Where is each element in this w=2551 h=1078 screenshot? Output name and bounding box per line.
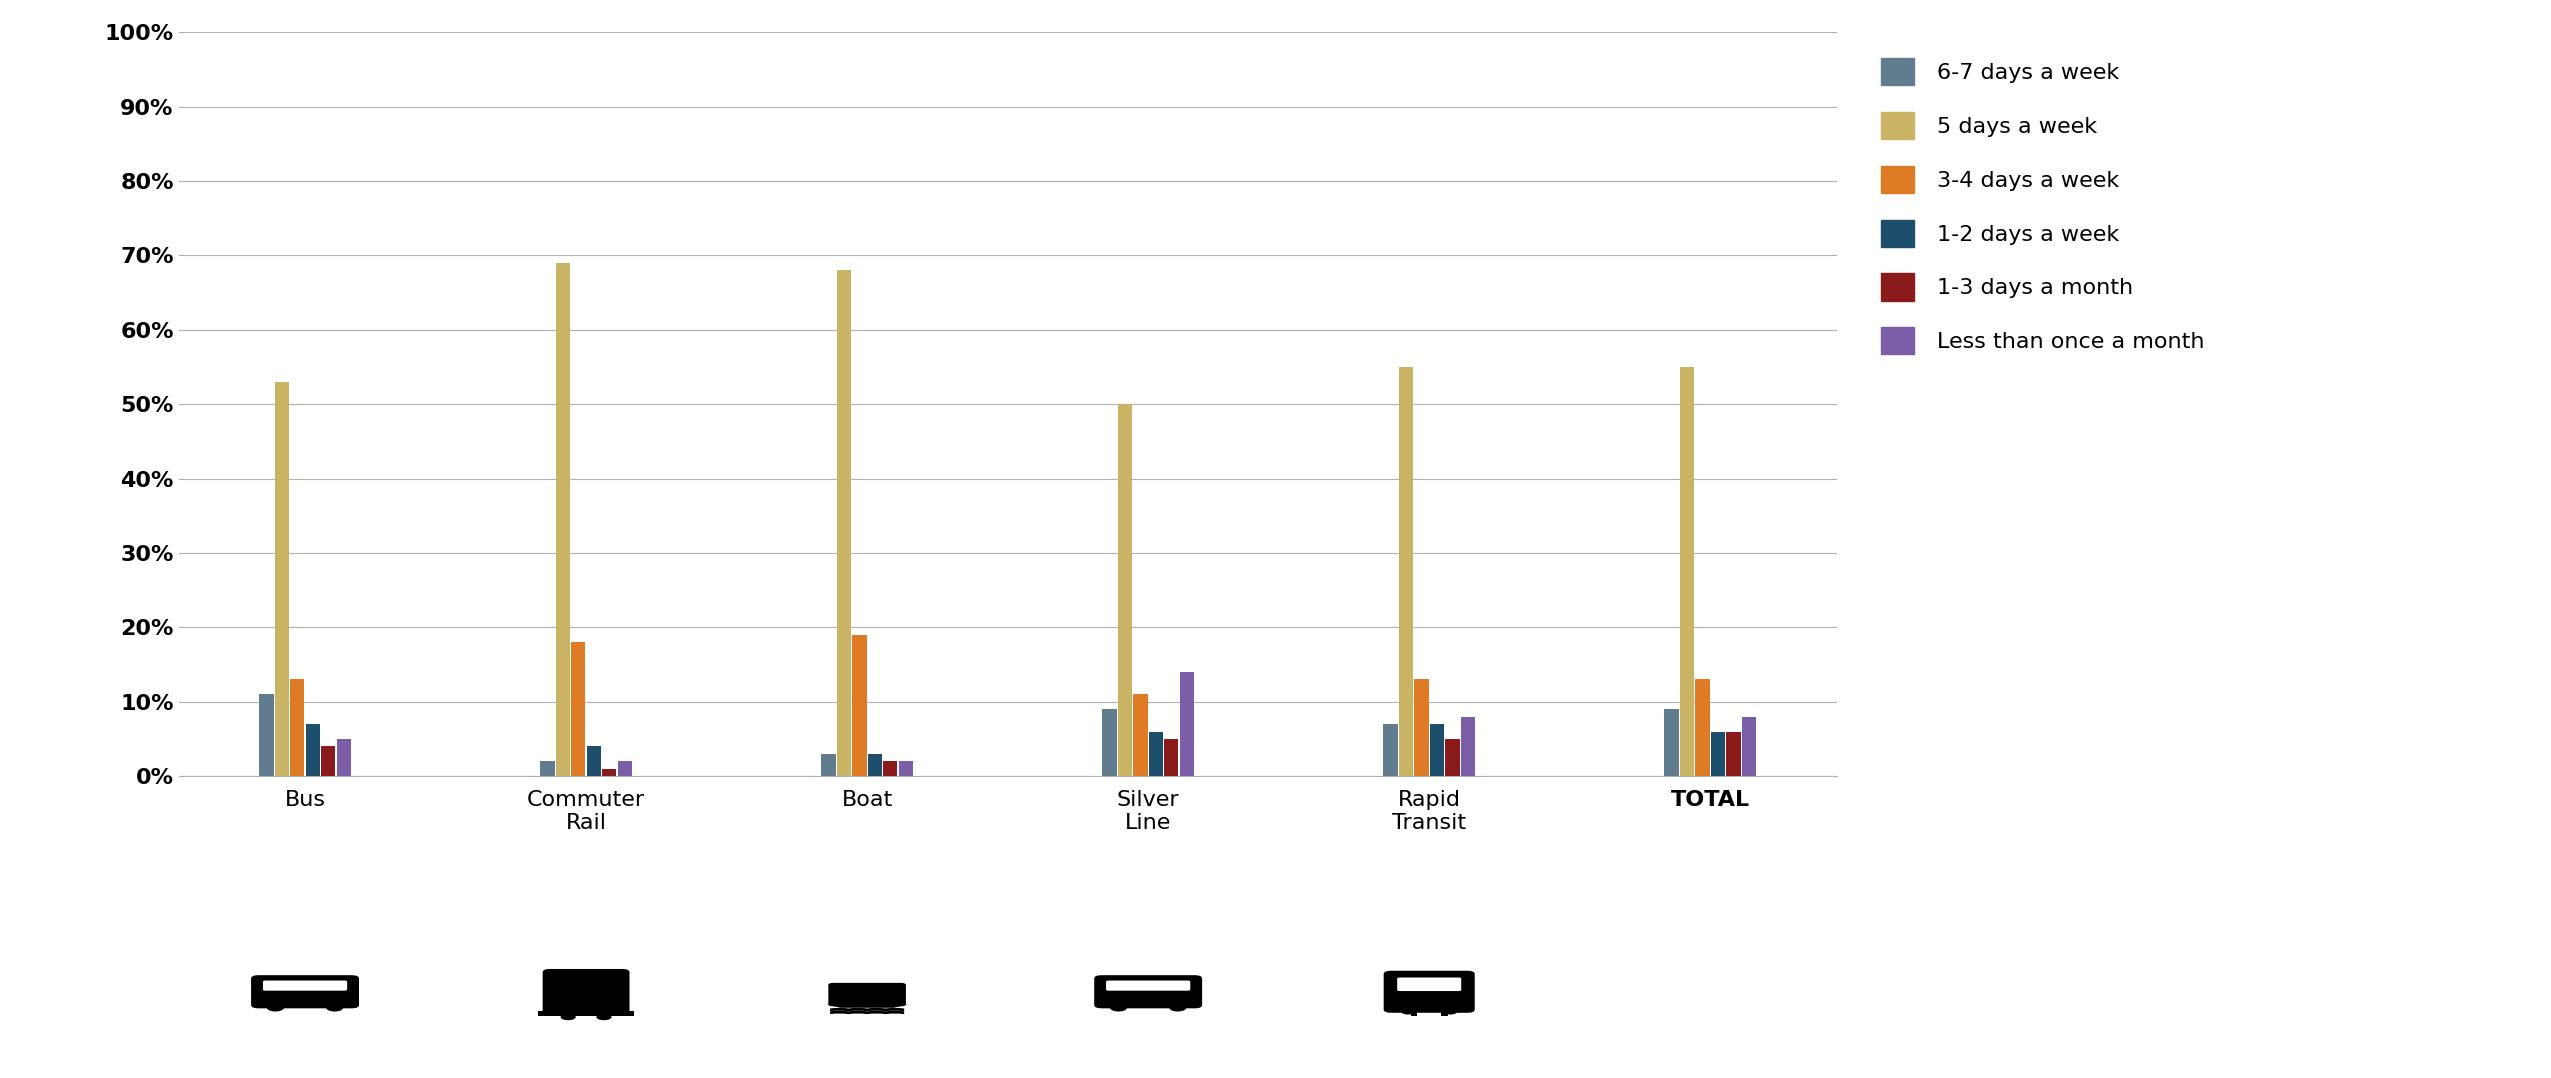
Bar bbox=[1727, 732, 1740, 776]
Bar bbox=[1462, 717, 1474, 776]
Bar bbox=[1117, 404, 1133, 776]
Bar bbox=[1133, 694, 1148, 776]
Bar bbox=[587, 746, 602, 776]
Bar bbox=[1398, 367, 1413, 776]
Bar bbox=[260, 694, 273, 776]
Bar bbox=[1179, 672, 1194, 776]
Bar bbox=[276, 382, 288, 776]
Bar bbox=[867, 754, 883, 776]
Bar bbox=[1446, 740, 1459, 776]
Legend: 6-7 days a week, 5 days a week, 3-4 days a week, 1-2 days a week, 1-3 days a mon: 6-7 days a week, 5 days a week, 3-4 days… bbox=[1880, 58, 2204, 355]
Bar bbox=[556, 263, 569, 776]
Bar bbox=[306, 724, 319, 776]
Bar bbox=[1163, 740, 1179, 776]
Bar bbox=[1712, 732, 1724, 776]
Bar bbox=[602, 769, 617, 776]
Bar bbox=[837, 271, 852, 776]
Bar bbox=[1681, 367, 1694, 776]
Bar bbox=[1102, 709, 1117, 776]
Bar bbox=[321, 746, 334, 776]
Bar bbox=[883, 761, 898, 776]
Bar bbox=[571, 642, 587, 776]
Bar bbox=[898, 761, 913, 776]
Bar bbox=[1383, 724, 1398, 776]
Bar bbox=[852, 635, 867, 776]
Bar bbox=[1742, 717, 1755, 776]
Bar bbox=[1413, 679, 1429, 776]
Bar bbox=[541, 761, 554, 776]
Bar bbox=[337, 740, 352, 776]
Bar bbox=[291, 679, 304, 776]
Bar bbox=[1696, 679, 1709, 776]
Bar bbox=[617, 761, 633, 776]
Bar bbox=[1429, 724, 1444, 776]
Bar bbox=[1663, 709, 1679, 776]
Bar bbox=[821, 754, 837, 776]
Bar bbox=[1148, 732, 1163, 776]
